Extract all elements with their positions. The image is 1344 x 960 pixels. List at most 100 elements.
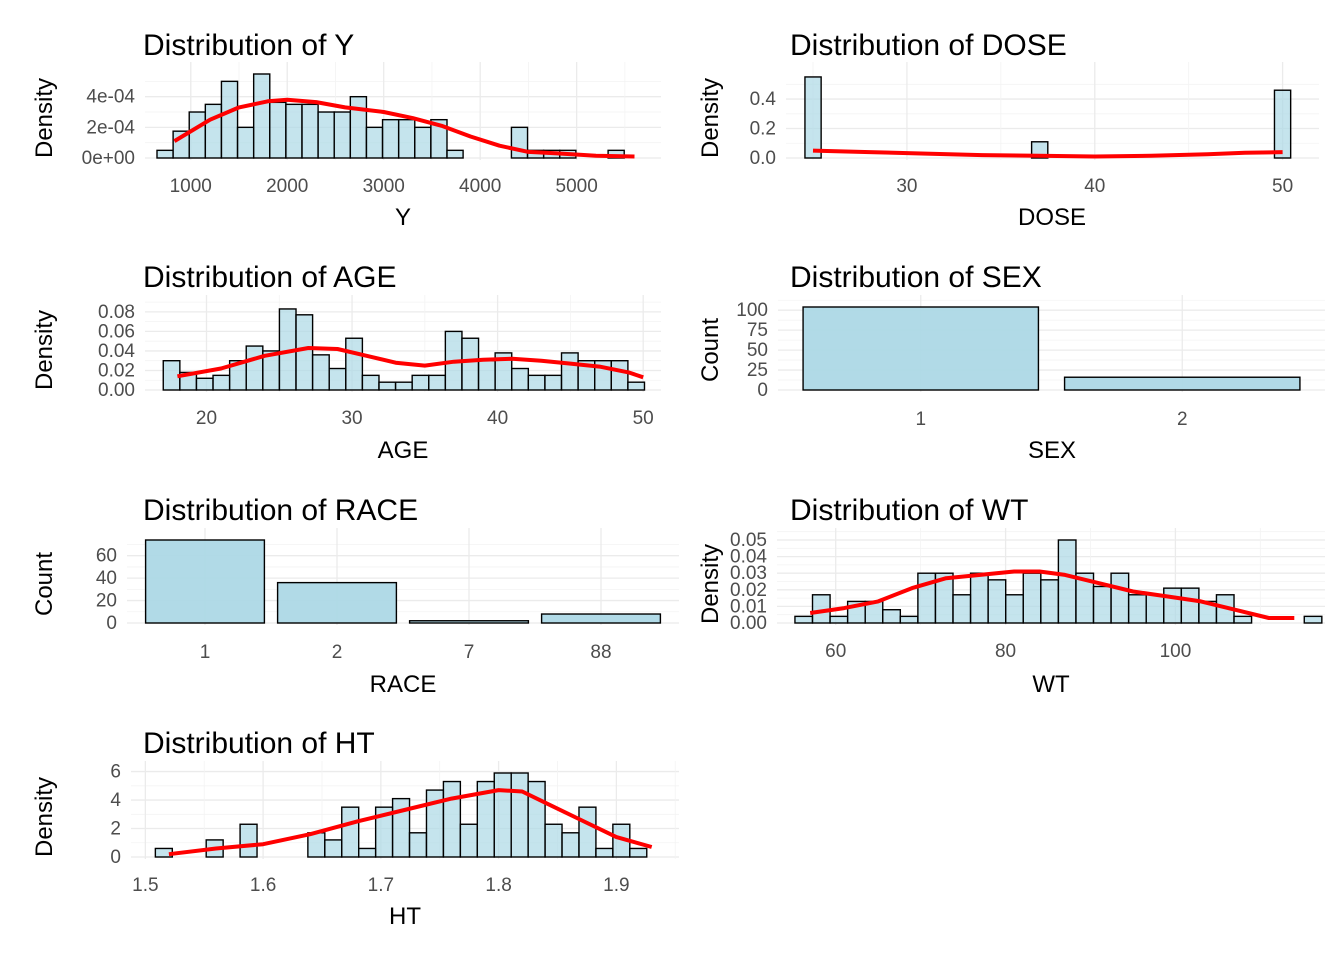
histogram-bar-y xyxy=(510,126,529,159)
histogram-bar-age xyxy=(627,381,646,391)
ytick-label-y: 0e+00 xyxy=(82,148,135,169)
histogram-bar-age xyxy=(477,360,496,391)
xtick-label-sex: 1 xyxy=(915,409,926,430)
histogram-bar-wt xyxy=(987,579,1007,624)
histogram-bar-dose xyxy=(804,76,822,159)
ytick-label-wt: 0.04 xyxy=(730,547,767,568)
ytick-label-wt: 0.03 xyxy=(730,563,767,584)
histogram-bar-y xyxy=(220,80,239,159)
plot-ht: 0 2 4 6 1.5 1.6 1.7 1.8 1.9 xyxy=(110,761,679,896)
plot-wt: 0.000.010.020.030.040.05 60 80 100 xyxy=(730,528,1325,662)
panel-wt: Distribution of WT 0.000.010.020.030.040… xyxy=(697,494,1325,698)
histogram-bar-y xyxy=(188,111,207,159)
ylabel-wt: Density xyxy=(697,544,724,624)
xtick-label-y: 3000 xyxy=(363,176,405,197)
xlabel-wt: WT xyxy=(1032,671,1070,698)
ytick-label-sex: 0 xyxy=(757,380,768,401)
histogram-bar-ht xyxy=(493,772,512,858)
histogram-bar-ht xyxy=(510,772,529,858)
histogram-bar-ht xyxy=(578,806,597,858)
count-bar-race-1 xyxy=(144,539,266,624)
histogram-bar-wt xyxy=(1092,585,1112,624)
xtick-label-dose: 50 xyxy=(1272,176,1293,197)
histogram-bar-y xyxy=(430,118,448,159)
ytick-label-ht: 4 xyxy=(110,790,121,811)
ytick-label-y: 2e-04 xyxy=(86,117,135,138)
histogram-bar-wt xyxy=(1110,572,1130,624)
histogram-bar-age xyxy=(394,381,413,391)
histogram-bar-ht xyxy=(527,780,546,858)
xtick-label-dose: 40 xyxy=(1084,176,1105,197)
ylabel-y: Density xyxy=(31,78,58,158)
histogram-bar-wt xyxy=(1127,594,1147,624)
histogram-bar-ht xyxy=(459,823,479,858)
histogram-bar-age xyxy=(378,381,397,391)
histogram-bar-wt xyxy=(1180,587,1200,624)
histogram-bar-age xyxy=(345,337,364,391)
histogram-bar-y xyxy=(285,103,303,159)
xtick-label-y: 4000 xyxy=(459,176,501,197)
histogram-bar-y xyxy=(333,111,352,159)
histogram-bar-ht xyxy=(341,806,360,858)
density-curve-age xyxy=(177,346,644,380)
density-curve-y xyxy=(173,97,635,159)
histogram-bar-y xyxy=(204,103,223,159)
xtick-label-wt: 100 xyxy=(1160,641,1192,662)
histogram-bar-ht xyxy=(357,847,377,858)
ytick-label-wt: 0.00 xyxy=(730,613,767,634)
histogram-bar-age xyxy=(245,345,264,391)
panel-ht: Distribution of HT 0 2 4 6 1.5 1.6 1.7 1.8 1.9 H… xyxy=(31,727,679,930)
histogram-bar-age xyxy=(195,377,214,391)
histogram-bar-age xyxy=(560,352,579,391)
ytick-label-wt: 0.02 xyxy=(730,580,767,601)
xlabel-race: RACE xyxy=(370,671,437,698)
plot-age: 0.000.020.040.060.08 20 30 40 50 xyxy=(98,295,661,429)
ytick-label-y: 4e-04 xyxy=(86,87,135,108)
histogram-bar-age xyxy=(411,374,430,391)
histogram-bar-age xyxy=(212,374,231,391)
ytick-label-dose: 0.0 xyxy=(750,148,776,169)
xtick-label-ht: 1.6 xyxy=(250,875,276,896)
title-y: Distribution of Y xyxy=(143,29,354,62)
xlabel-y: Y xyxy=(395,204,411,231)
ylabel-sex: Count xyxy=(697,318,724,382)
histogram-bar-age xyxy=(527,374,546,391)
xtick-label-wt: 80 xyxy=(995,641,1016,662)
ytick-label-race: 40 xyxy=(96,568,117,589)
histogram-bar-age xyxy=(295,314,314,391)
density-curve-ht xyxy=(168,788,653,857)
ytick-label-age: 0.06 xyxy=(98,321,135,342)
xtick-label-y: 2000 xyxy=(266,176,308,197)
histogram-bar-wt xyxy=(1040,579,1060,624)
xtick-label-age: 30 xyxy=(341,408,362,429)
histogram-bar-wt xyxy=(1303,615,1323,624)
xtick-label-age: 50 xyxy=(633,408,654,429)
ytick-label-sex: 50 xyxy=(747,340,768,361)
count-bar-sex-1 xyxy=(802,306,1040,391)
xtick-label-race: 88 xyxy=(590,642,611,663)
ytick-label-age: 0.08 xyxy=(98,302,135,323)
histogram-bar-ht xyxy=(442,780,462,858)
histogram-bar-ht xyxy=(239,823,258,858)
title-age: Distribution of AGE xyxy=(143,261,396,294)
ytick-label-race: 60 xyxy=(96,546,117,567)
histogram-bar-wt xyxy=(952,594,972,624)
ytick-label-wt: 0.05 xyxy=(730,530,767,551)
histogram-bar-y xyxy=(156,149,174,159)
title-ht: Distribution of HT xyxy=(143,727,375,760)
ytick-label-race: 0 xyxy=(106,613,117,634)
histogram-bar-age xyxy=(361,374,380,391)
histogram-bar-y xyxy=(236,126,255,159)
plot-dose: 0.0 0.2 0.4 30 40 50 xyxy=(750,62,1319,197)
xtick-label-ht: 1.9 xyxy=(603,875,629,896)
histogram-bar-age xyxy=(461,337,480,391)
histogram-bar-ht xyxy=(544,823,563,858)
xtick-label-race: 1 xyxy=(200,642,211,663)
histogram-bar-ht xyxy=(629,847,648,858)
ytick-label-age: 0.02 xyxy=(98,360,135,381)
histogram-bar-age xyxy=(328,367,347,391)
ytick-label-dose: 0.4 xyxy=(750,89,777,110)
xtick-label-ht: 1.5 xyxy=(132,875,158,896)
ylabel-ht: Density xyxy=(31,777,58,857)
